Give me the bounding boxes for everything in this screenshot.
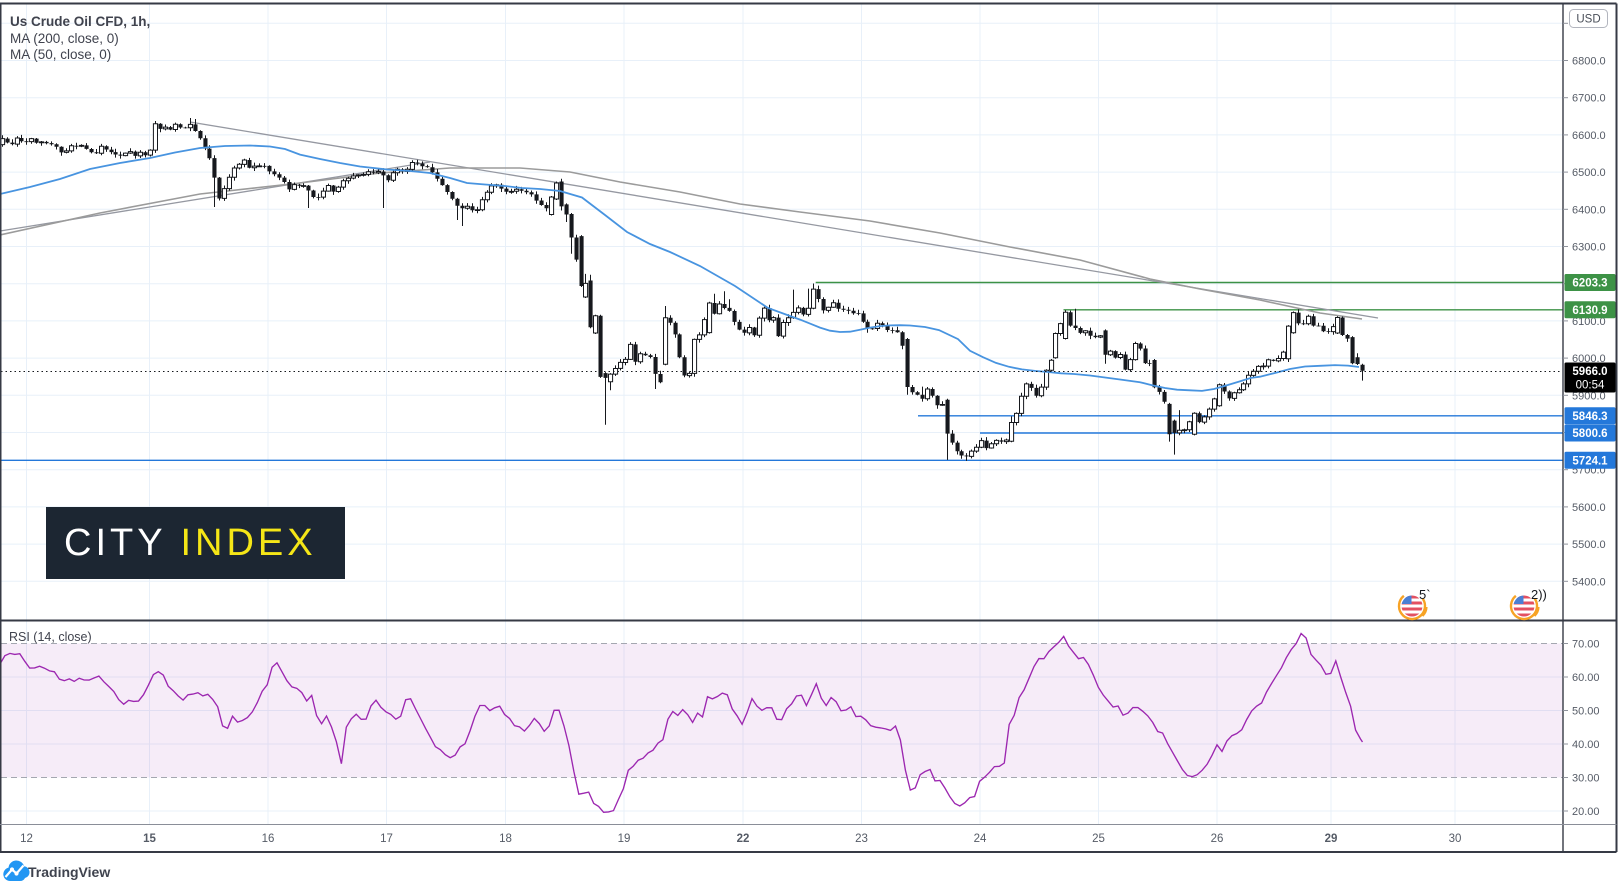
svg-text:23: 23 [855, 833, 868, 845]
svg-text:30: 30 [1449, 833, 1462, 845]
svg-text:22: 22 [737, 833, 750, 845]
svg-text:5400.0: 5400.0 [1572, 576, 1606, 588]
svg-text:6400.0: 6400.0 [1572, 204, 1606, 216]
svg-text:USD: USD [1576, 14, 1600, 26]
svg-text:Us Crude Oil CFD, 1h,: Us Crude Oil CFD, 1h, [10, 14, 150, 29]
svg-text:5900.0: 5900.0 [1572, 390, 1606, 402]
svg-text:20.00: 20.00 [1572, 806, 1600, 818]
svg-text:60.00: 60.00 [1572, 672, 1600, 684]
svg-text:5500.0: 5500.0 [1572, 539, 1606, 551]
svg-text:5`: 5` [1419, 587, 1431, 602]
svg-text:26: 26 [1211, 833, 1224, 845]
svg-text:12: 12 [20, 833, 33, 845]
svg-text:19: 19 [618, 833, 631, 845]
svg-text:16: 16 [262, 833, 275, 845]
svg-text:17: 17 [380, 833, 393, 845]
svg-text:6203.3: 6203.3 [1572, 278, 1607, 290]
svg-text:6700.0: 6700.0 [1572, 93, 1606, 105]
svg-text:6000.0: 6000.0 [1572, 353, 1606, 365]
svg-text:30.00: 30.00 [1572, 773, 1600, 785]
svg-text:24: 24 [974, 833, 987, 845]
svg-text:6500.0: 6500.0 [1572, 167, 1606, 179]
svg-text:2)): 2)) [1531, 587, 1547, 602]
svg-text:CITY INDEX: CITY INDEX [64, 522, 317, 564]
svg-text:15: 15 [143, 833, 156, 845]
svg-text:5846.3: 5846.3 [1572, 411, 1607, 423]
svg-text:6100.0: 6100.0 [1572, 316, 1606, 328]
svg-text:RSI (14, close): RSI (14, close) [9, 630, 92, 644]
svg-text:50.00: 50.00 [1572, 706, 1600, 718]
svg-text:5966.0: 5966.0 [1572, 366, 1607, 378]
svg-text:5800.6: 5800.6 [1572, 428, 1607, 440]
svg-text:00:54: 00:54 [1576, 380, 1605, 392]
svg-text:25: 25 [1092, 833, 1105, 845]
svg-text:6300.0: 6300.0 [1572, 242, 1606, 254]
svg-text:MA (50, close, 0): MA (50, close, 0) [10, 47, 111, 62]
svg-text:5600.0: 5600.0 [1572, 502, 1606, 514]
svg-text:6800.0: 6800.0 [1572, 56, 1606, 68]
svg-text:29: 29 [1325, 833, 1338, 845]
svg-text:TradingView: TradingView [28, 864, 110, 880]
svg-text:MA (200, close, 0): MA (200, close, 0) [10, 31, 119, 46]
svg-text:18: 18 [499, 833, 512, 845]
svg-text:40.00: 40.00 [1572, 739, 1600, 751]
svg-text:70.00: 70.00 [1572, 639, 1600, 651]
svg-text:6600.0: 6600.0 [1572, 130, 1606, 142]
svg-text:5724.1: 5724.1 [1572, 455, 1608, 467]
svg-text:6130.9: 6130.9 [1572, 305, 1607, 317]
